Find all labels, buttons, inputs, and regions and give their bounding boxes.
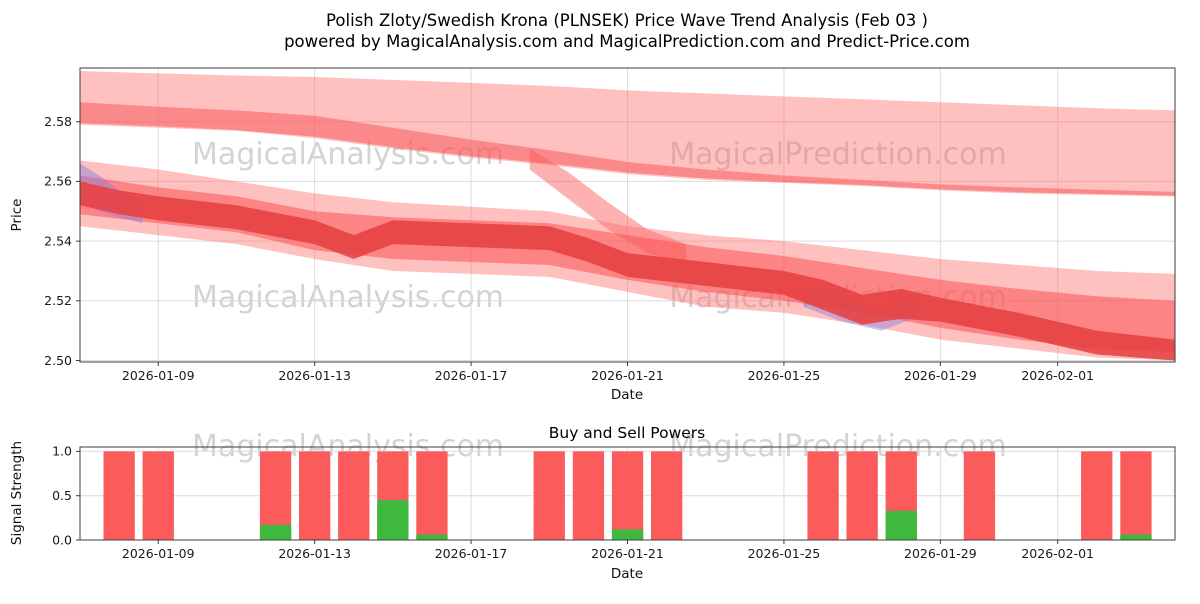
x-tick-label: 2026-02-01	[1021, 546, 1094, 561]
price-band-upper-lower-connector	[529, 148, 687, 264]
price-band-upper-outer	[80, 71, 1175, 197]
x-tick-label: 2026-01-21	[591, 368, 664, 383]
sell-power-bar	[533, 451, 565, 540]
price-chart-ylabel: Price	[9, 199, 25, 232]
sell-power-bar	[299, 451, 331, 540]
y-tick-label: 2.54	[44, 233, 72, 248]
y-tick-label: 0.5	[52, 488, 72, 503]
y-tick-label: 2.56	[44, 174, 72, 189]
watermark-text: MagicalAnalysis.com	[192, 280, 504, 315]
buy-power-bar	[885, 510, 917, 540]
signal-chart-xlabel: Date	[611, 566, 643, 582]
price-band-lower-core	[80, 181, 1175, 361]
figure-title: Polish Zloty/Swedish Krona (PLNSEK) Pric…	[326, 11, 928, 30]
x-tick-label: 2026-01-09	[122, 368, 195, 383]
y-tick-label: 2.52	[44, 293, 72, 308]
y-tick-label: 0.0	[52, 532, 72, 547]
sell-power-bar	[807, 451, 839, 540]
buy-power-bar	[611, 529, 644, 540]
signal-chart-ylabel: Signal Strength	[9, 441, 25, 545]
x-tick-label: 2026-01-17	[435, 546, 508, 561]
figure-subtitle: powered by MagicalAnalysis.com and Magic…	[284, 32, 970, 51]
sell-power-bar	[572, 451, 605, 540]
buy-power-bar	[259, 524, 292, 540]
sell-power-bar	[142, 451, 174, 540]
chart-layer: 2026-01-09 2026-01-13 2026-01-17 2026-01-21…	[44, 67, 1176, 561]
x-tick-label: 2026-01-09	[122, 546, 195, 561]
watermark-text: MagicalPrediction.com	[669, 137, 1007, 172]
sell-power-bar	[338, 451, 370, 540]
x-tick-label: 2026-02-01	[1021, 368, 1094, 383]
x-tick-label: 2026-01-29	[904, 368, 977, 383]
x-tick-label: 2026-01-21	[591, 546, 664, 561]
x-tick-label: 2026-01-17	[435, 368, 508, 383]
sell-power-bar	[651, 451, 683, 540]
buy-power-bar	[377, 500, 409, 540]
x-tick-label: 2026-01-25	[748, 368, 821, 383]
sell-power-bar	[846, 451, 878, 540]
x-tick-label: 2026-01-13	[278, 546, 351, 561]
buy-power-bar	[1120, 534, 1152, 540]
price-chart-xlabel: Date	[611, 387, 643, 403]
x-tick-label: 2026-01-29	[904, 546, 977, 561]
sell-power-bar	[103, 451, 135, 540]
price-band-upper-core	[80, 102, 1175, 196]
signal-chart-title: Buy and Sell Powers	[549, 424, 706, 442]
sell-power-bar	[611, 451, 644, 540]
sell-power-bar	[1120, 451, 1152, 540]
y-tick-label: 2.50	[44, 353, 72, 368]
sell-power-bar	[1081, 451, 1113, 540]
y-tick-label: 1.0	[52, 444, 72, 459]
sell-power-bar	[416, 451, 448, 540]
x-tick-label: 2026-01-13	[278, 368, 351, 383]
buy-power-bar	[416, 534, 448, 540]
sell-power-bar	[963, 451, 996, 540]
x-tick-label: 2026-01-25	[748, 546, 821, 561]
y-tick-label: 2.58	[44, 114, 72, 129]
